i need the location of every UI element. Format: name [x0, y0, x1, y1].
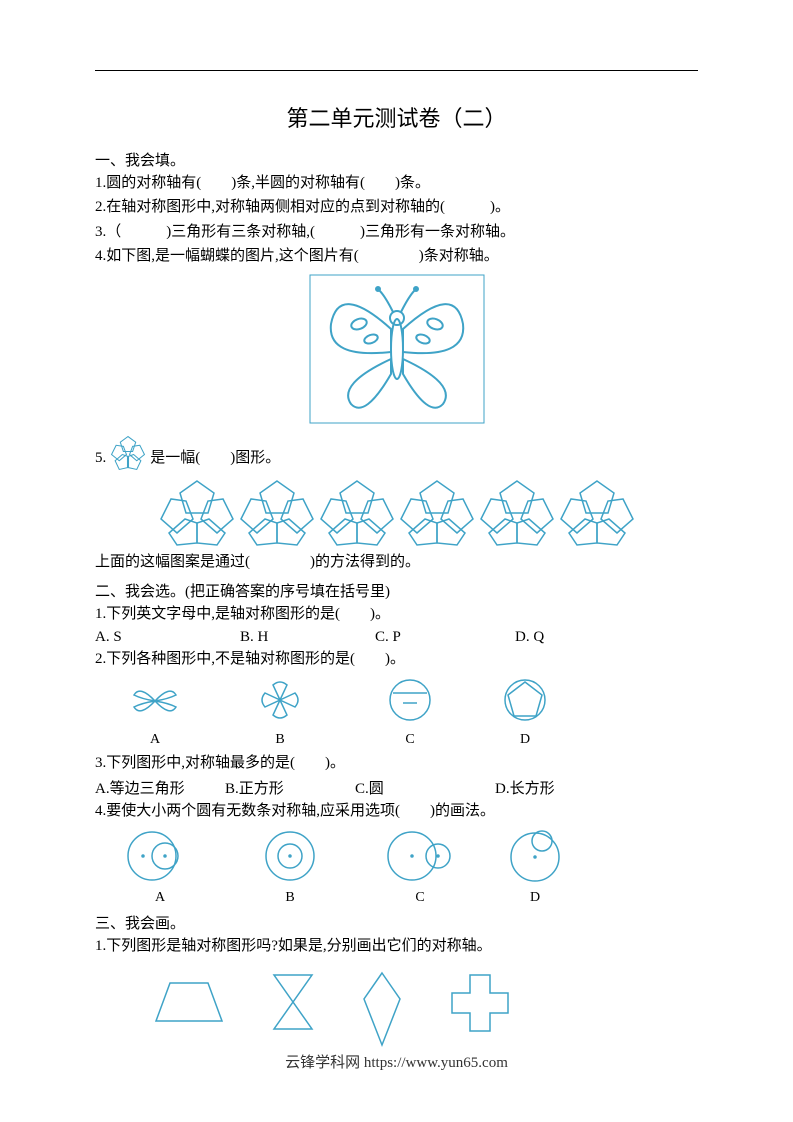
s1-q5-bottom: 上面的这幅图案是通过( )的方法得到的。: [95, 551, 698, 574]
pinwheel-icon: [128, 677, 182, 725]
s3-q1: 1.下列图形是轴对称图形吗?如果是,分别画出它们的对称轴。: [95, 935, 698, 958]
s2-q2-label-a: A: [95, 732, 215, 748]
s2-q1-a: A. S: [95, 629, 240, 646]
circle-lines-icon: [385, 675, 435, 725]
s1-q5-prefix: 5.: [95, 447, 106, 470]
s2-q3-b: B.正方形: [225, 777, 355, 798]
cross-shape-icon: [446, 969, 514, 1037]
s2-q2-shape-a: A: [95, 677, 215, 748]
s1-q2: 2.在轴对称图形中,对称轴两侧相对应的点到对称轴的( )。: [95, 196, 698, 219]
s2-q3-d: D.长方形: [495, 777, 595, 798]
circles-b-icon: [260, 829, 320, 883]
s2-q4-label-a: A: [95, 890, 225, 906]
circle-pentagon-icon: [500, 675, 550, 725]
s2-q2-label-b: B: [215, 732, 345, 748]
document-title: 第二单元测试卷（二）: [95, 101, 698, 133]
s2-q1-b: B. H: [240, 629, 375, 646]
top-divider: [95, 70, 698, 71]
s2-q3-a: A.等边三角形: [95, 777, 225, 798]
s2-q4-shape-d: D: [485, 827, 585, 906]
s2-q2-shape-d: D: [475, 675, 575, 748]
s2-q4-shapes: A B C: [95, 827, 698, 906]
circles-d-icon: [507, 827, 563, 883]
cross-icon: [253, 675, 307, 725]
s2-q4-label-d: D: [485, 890, 585, 906]
rhombus-icon: [358, 969, 406, 1049]
s1-q4: 4.如下图,是一幅蝴蝶的图片,这个图片有( )条对称轴。: [95, 245, 698, 268]
page-content: 第二单元测试卷（二） 一、我会填。 1.圆的对称轴有( )条,半圆的对称轴有( …: [0, 0, 793, 1095]
section3-header: 三、我会画。: [95, 912, 698, 933]
s1-q5-suffix: 是一幅( )图形。: [150, 447, 280, 470]
s2-q4-shape-a: A: [95, 829, 225, 906]
s3-shapes-row: [150, 969, 698, 1049]
s2-q1-c: C. P: [375, 629, 515, 646]
s1-q3: 3.（ )三角形有三条对称轴,( )三角形有一条对称轴。: [95, 221, 698, 244]
s2-q1-text: 1.下列英文字母中,是轴对称图形的是( )。: [95, 603, 698, 626]
s2-q2-label-d: D: [475, 732, 575, 748]
circles-a-icon: [125, 829, 195, 883]
section2-header: 二、我会选。(把正确答案的序号填在括号里): [95, 580, 698, 601]
circles-c-icon: [384, 829, 456, 883]
s2-q4-shape-b: B: [225, 829, 355, 906]
s2-q4-label-c: C: [355, 890, 485, 906]
s1-q1: 1.圆的对称轴有( )条,半圆的对称轴有( )条。: [95, 172, 698, 195]
section1-header: 一、我会填。: [95, 149, 698, 170]
trapezoid-icon: [150, 969, 228, 1033]
s2-q2-shape-c: C: [345, 675, 475, 748]
s2-q1-options: A. S B. H C. P D. Q: [95, 629, 698, 646]
bowtie-icon: [268, 969, 318, 1035]
pentagon-pattern-row: [95, 477, 698, 547]
s2-q1-d: D. Q: [515, 629, 615, 646]
s2-q4-shape-c: C: [355, 829, 485, 906]
pentagon-small-icon: [110, 435, 146, 471]
butterfly-icon: [309, 274, 485, 424]
s2-q2-shapes: A B C: [95, 675, 698, 748]
s2-q2-text: 2.下列各种图形中,不是轴对称图形的是( )。: [95, 648, 698, 671]
s1-q5: 5. 是一幅( )图形。: [95, 435, 698, 471]
s2-q3-options: A.等边三角形 B.正方形 C.圆 D.长方形: [95, 777, 698, 798]
s2-q3-c: C.圆: [355, 777, 495, 798]
page-footer: 云锋学科网 https://www.yun65.com: [0, 1051, 793, 1072]
butterfly-figure: [95, 274, 698, 429]
s2-q4-label-b: B: [225, 890, 355, 906]
s2-q4-text: 4.要使大小两个圆有无数条对称轴,应采用选项( )的画法。: [95, 800, 698, 823]
s2-q3-text: 3.下列图形中,对称轴最多的是( )。: [95, 752, 698, 775]
s2-q2-label-c: C: [345, 732, 475, 748]
s2-q2-shape-b: B: [215, 675, 345, 748]
pentagon-repeat-icon: [157, 477, 637, 547]
